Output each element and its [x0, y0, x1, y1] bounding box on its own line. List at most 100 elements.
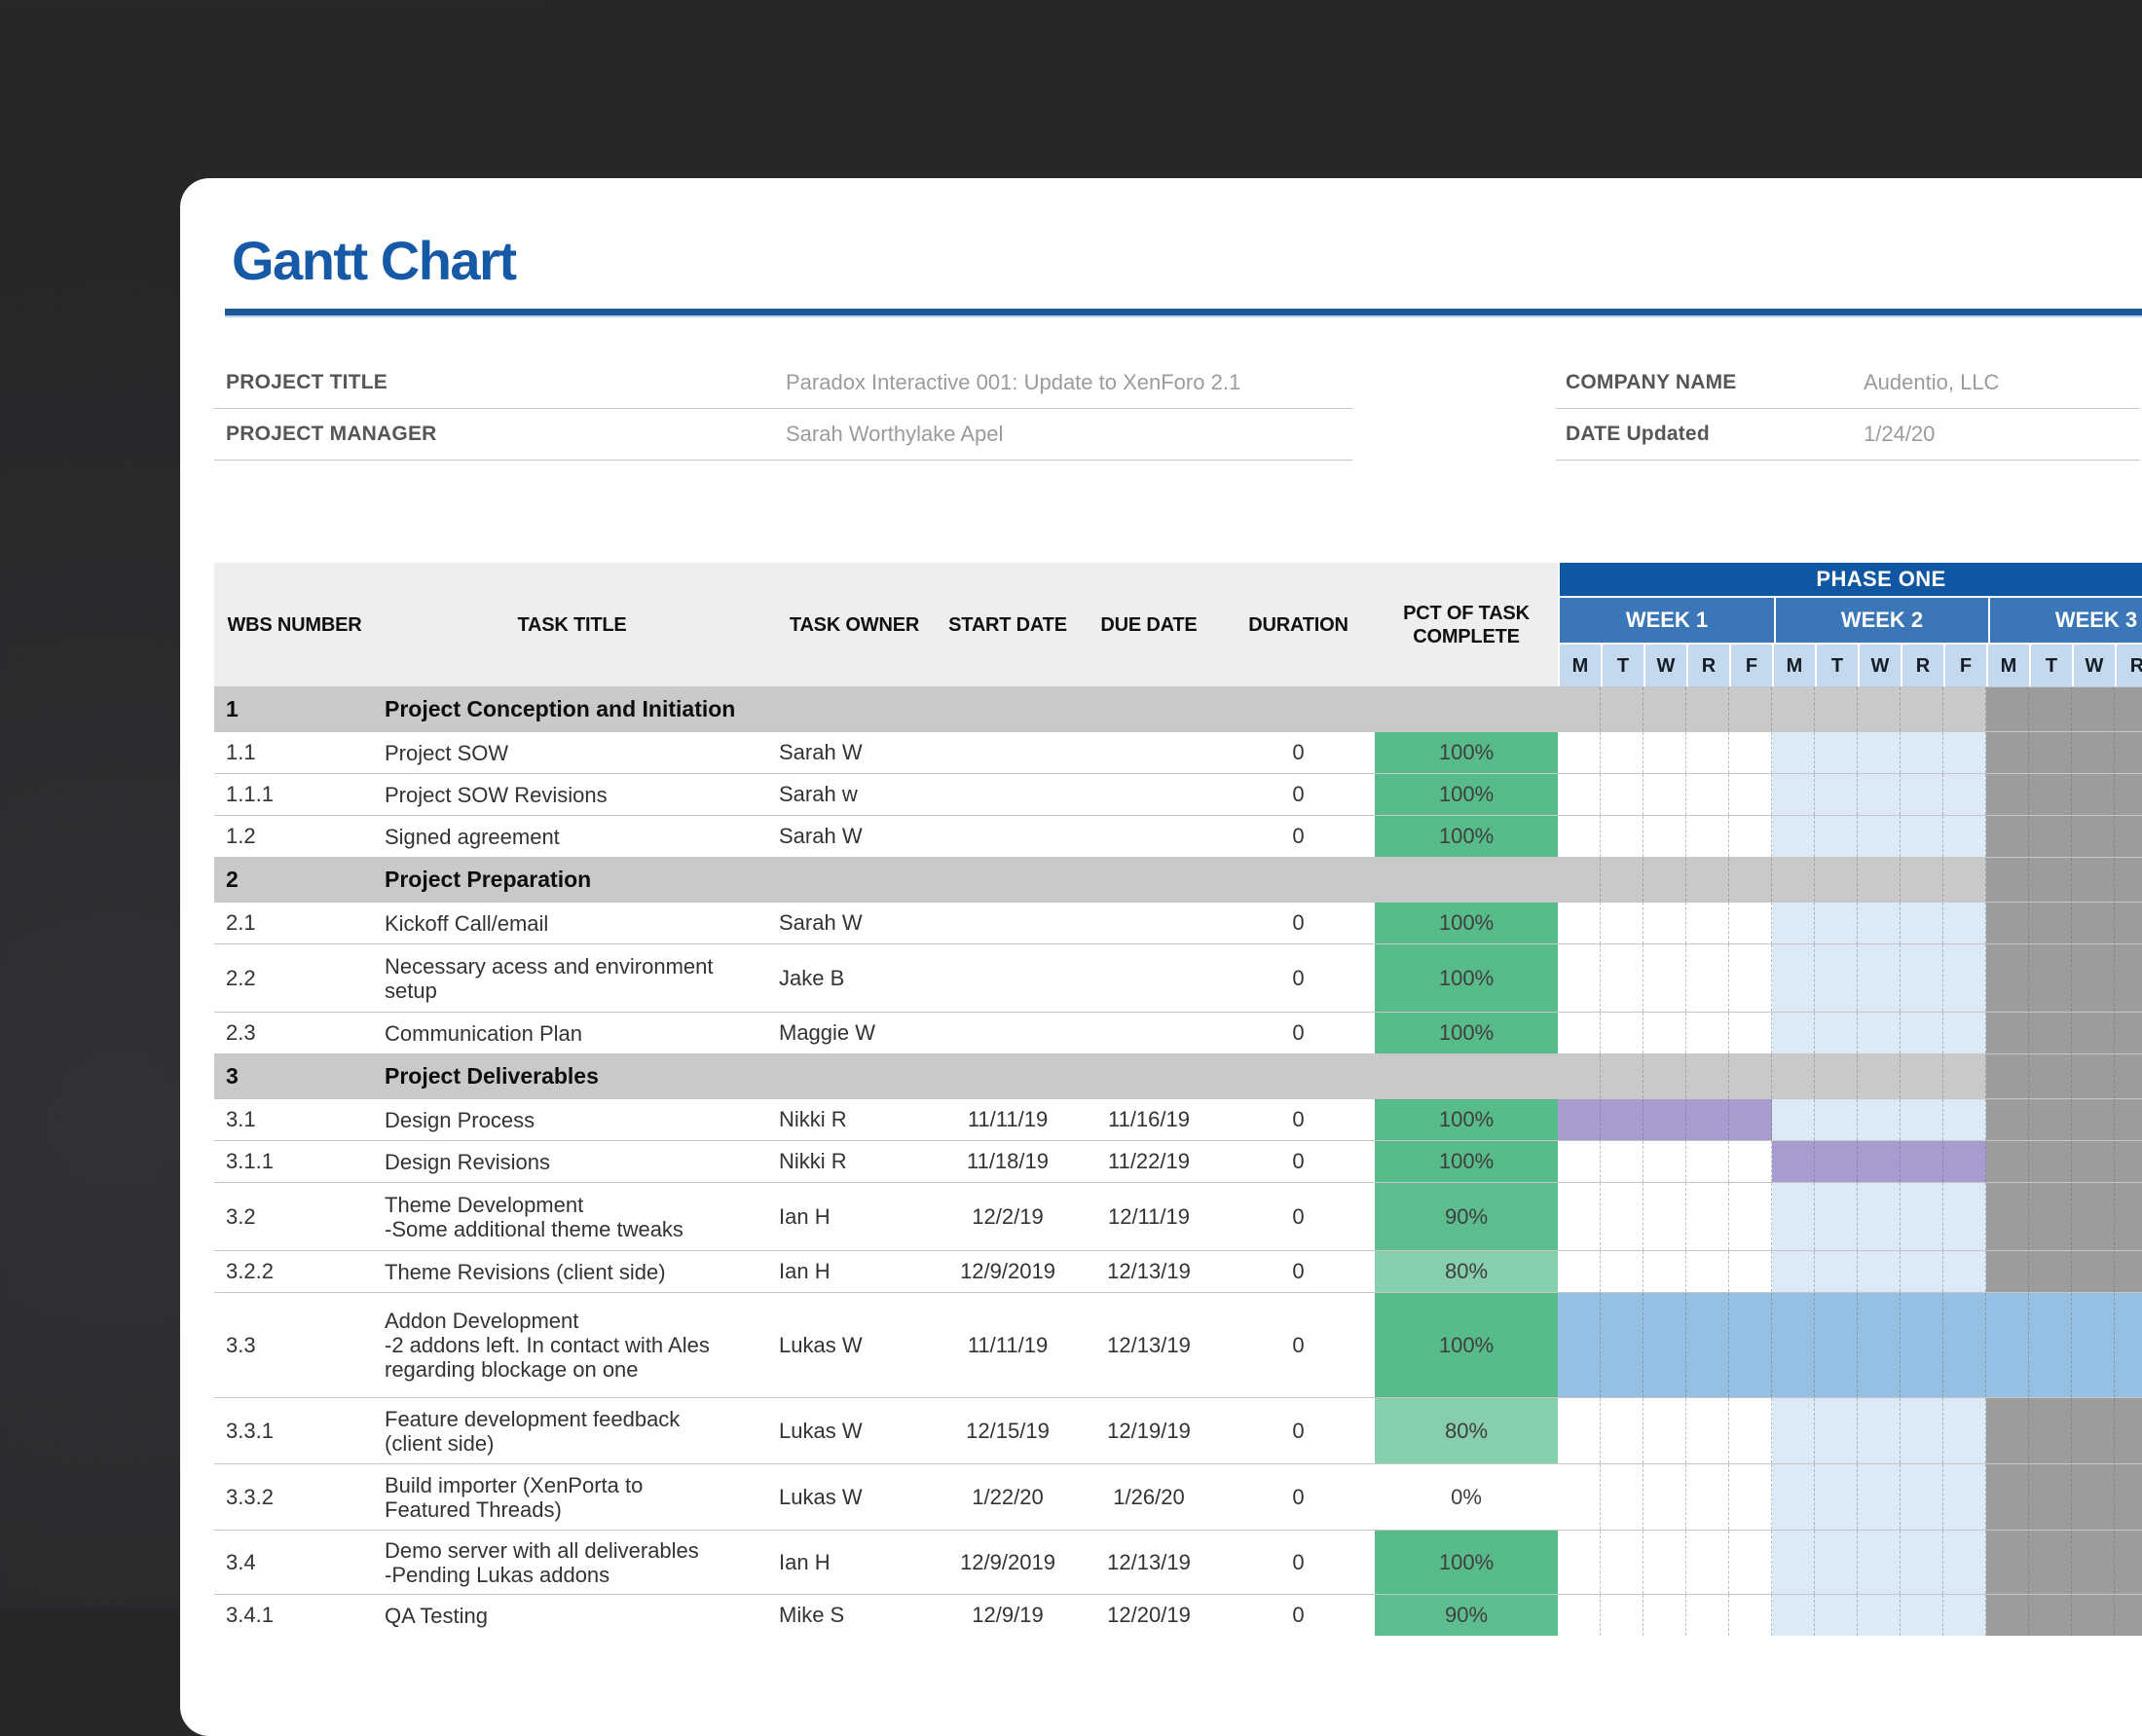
gantt-cell[interactable]: [1943, 687, 1986, 731]
gantt-cell[interactable]: [1986, 903, 2029, 943]
gantt-cell[interactable]: [1601, 1398, 1643, 1463]
gantt-cell[interactable]: [2072, 1099, 2115, 1140]
gantt-cell[interactable]: [1729, 1464, 1772, 1530]
gantt-cell[interactable]: [1686, 1293, 1729, 1397]
cell-owner[interactable]: Lukas W: [769, 1293, 940, 1397]
gantt-cell[interactable]: [1943, 1531, 1986, 1594]
gantt-cell[interactable]: [1729, 1013, 1772, 1053]
cell-start[interactable]: [940, 1054, 1076, 1098]
cell-wbs[interactable]: 3.3: [214, 1293, 375, 1397]
gantt-cell[interactable]: [1986, 1013, 2029, 1053]
cell-due[interactable]: 1/26/20: [1076, 1464, 1222, 1530]
gantt-cell[interactable]: [2115, 1398, 2142, 1463]
gantt-cell[interactable]: [1772, 1595, 1815, 1636]
gantt-cell[interactable]: [2072, 732, 2115, 773]
gantt-cell[interactable]: [1558, 1595, 1601, 1636]
gantt-cell[interactable]: [1901, 1054, 1943, 1098]
gantt-cell[interactable]: [1729, 1099, 1772, 1140]
cell-pct[interactable]: 0%: [1375, 1464, 1558, 1530]
cell-duration[interactable]: 0: [1222, 732, 1375, 773]
gantt-cell[interactable]: [1815, 1531, 1858, 1594]
cell-pct[interactable]: [1375, 1054, 1558, 1098]
cell-due[interactable]: [1076, 732, 1222, 773]
gantt-cell[interactable]: [1986, 1141, 2029, 1182]
gantt-cell[interactable]: [2115, 816, 2142, 857]
cell-duration[interactable]: 0: [1222, 1398, 1375, 1463]
gantt-cell[interactable]: [1772, 1099, 1815, 1140]
gantt-cell[interactable]: [1772, 1251, 1815, 1292]
gantt-cell[interactable]: [1858, 732, 1901, 773]
gantt-cell[interactable]: [1558, 1099, 1601, 1140]
gantt-cell[interactable]: [1943, 1013, 1986, 1053]
gantt-cell[interactable]: [2072, 1141, 2115, 1182]
gantt-cell[interactable]: [1858, 1141, 1901, 1182]
gantt-cell[interactable]: [1601, 687, 1643, 731]
gantt-cell[interactable]: [1729, 858, 1772, 902]
gantt-cell[interactable]: [2029, 1251, 2072, 1292]
gantt-cell[interactable]: [1858, 858, 1901, 902]
gantt-cell[interactable]: [1943, 1595, 1986, 1636]
cell-wbs[interactable]: 3.4: [214, 1531, 375, 1594]
cell-owner[interactable]: Lukas W: [769, 1464, 940, 1530]
cell-wbs[interactable]: 3.2.2: [214, 1251, 375, 1292]
cell-start[interactable]: [940, 1013, 1076, 1053]
gantt-cell[interactable]: [1772, 1293, 1815, 1397]
cell-due[interactable]: [1076, 858, 1222, 902]
gantt-cell[interactable]: [2072, 1595, 2115, 1636]
gantt-cell[interactable]: [1943, 732, 1986, 773]
gantt-cell[interactable]: [1601, 1293, 1643, 1397]
gantt-cell[interactable]: [1901, 1251, 1943, 1292]
gantt-cell[interactable]: [1643, 732, 1686, 773]
gantt-cell[interactable]: [2115, 1141, 2142, 1182]
gantt-cell[interactable]: [1729, 732, 1772, 773]
gantt-cell[interactable]: [1601, 944, 1643, 1012]
cell-duration[interactable]: 0: [1222, 903, 1375, 943]
project-title-value[interactable]: Paradox Interactive 001: Update to XenFo…: [786, 370, 1240, 395]
gantt-cell[interactable]: [1815, 687, 1858, 731]
gantt-cell[interactable]: [1943, 816, 1986, 857]
gantt-cell[interactable]: [1815, 816, 1858, 857]
cell-due[interactable]: 12/13/19: [1076, 1251, 1222, 1292]
cell-pct[interactable]: 90%: [1375, 1183, 1558, 1250]
cell-wbs[interactable]: 2.3: [214, 1013, 375, 1053]
gantt-cell[interactable]: [1643, 1251, 1686, 1292]
gantt-cell[interactable]: [1858, 1293, 1901, 1397]
gantt-cell[interactable]: [1901, 1183, 1943, 1250]
gantt-cell[interactable]: [1858, 1054, 1901, 1098]
gantt-cell[interactable]: [1729, 1054, 1772, 1098]
cell-start[interactable]: 12/2/19: [940, 1183, 1076, 1250]
gantt-cell[interactable]: [1643, 1054, 1686, 1098]
cell-owner[interactable]: [769, 687, 940, 731]
gantt-cell[interactable]: [1558, 944, 1601, 1012]
gantt-cell[interactable]: [1643, 816, 1686, 857]
gantt-cell[interactable]: [1729, 1531, 1772, 1594]
gantt-cell[interactable]: [1986, 816, 2029, 857]
gantt-cell[interactable]: [1558, 1464, 1601, 1530]
gantt-cell[interactable]: [1729, 944, 1772, 1012]
gantt-cell[interactable]: [1943, 1099, 1986, 1140]
cell-pct[interactable]: 100%: [1375, 1013, 1558, 1053]
cell-wbs[interactable]: 3.4.1: [214, 1595, 375, 1636]
gantt-cell[interactable]: [1558, 1013, 1601, 1053]
company-name-value[interactable]: Audentio, LLC: [1864, 370, 1999, 395]
cell-start[interactable]: 12/9/2019: [940, 1251, 1076, 1292]
gantt-cell[interactable]: [1601, 903, 1643, 943]
gantt-cell[interactable]: [2029, 816, 2072, 857]
gantt-cell[interactable]: [1858, 1464, 1901, 1530]
gantt-cell[interactable]: [1772, 1183, 1815, 1250]
cell-start[interactable]: 12/15/19: [940, 1398, 1076, 1463]
gantt-cell[interactable]: [2029, 1141, 2072, 1182]
gantt-cell[interactable]: [1815, 1183, 1858, 1250]
gantt-cell[interactable]: [1601, 858, 1643, 902]
gantt-cell[interactable]: [1901, 1141, 1943, 1182]
gantt-cell[interactable]: [1943, 1398, 1986, 1463]
gantt-cell[interactable]: [1986, 1251, 2029, 1292]
gantt-cell[interactable]: [1686, 903, 1729, 943]
cell-owner[interactable]: Mike S: [769, 1595, 940, 1636]
gantt-cell[interactable]: [1815, 774, 1858, 815]
gantt-cell[interactable]: [1986, 1595, 2029, 1636]
cell-owner[interactable]: Lukas W: [769, 1398, 940, 1463]
cell-pct[interactable]: 100%: [1375, 732, 1558, 773]
cell-pct[interactable]: [1375, 858, 1558, 902]
gantt-cell[interactable]: [1643, 774, 1686, 815]
